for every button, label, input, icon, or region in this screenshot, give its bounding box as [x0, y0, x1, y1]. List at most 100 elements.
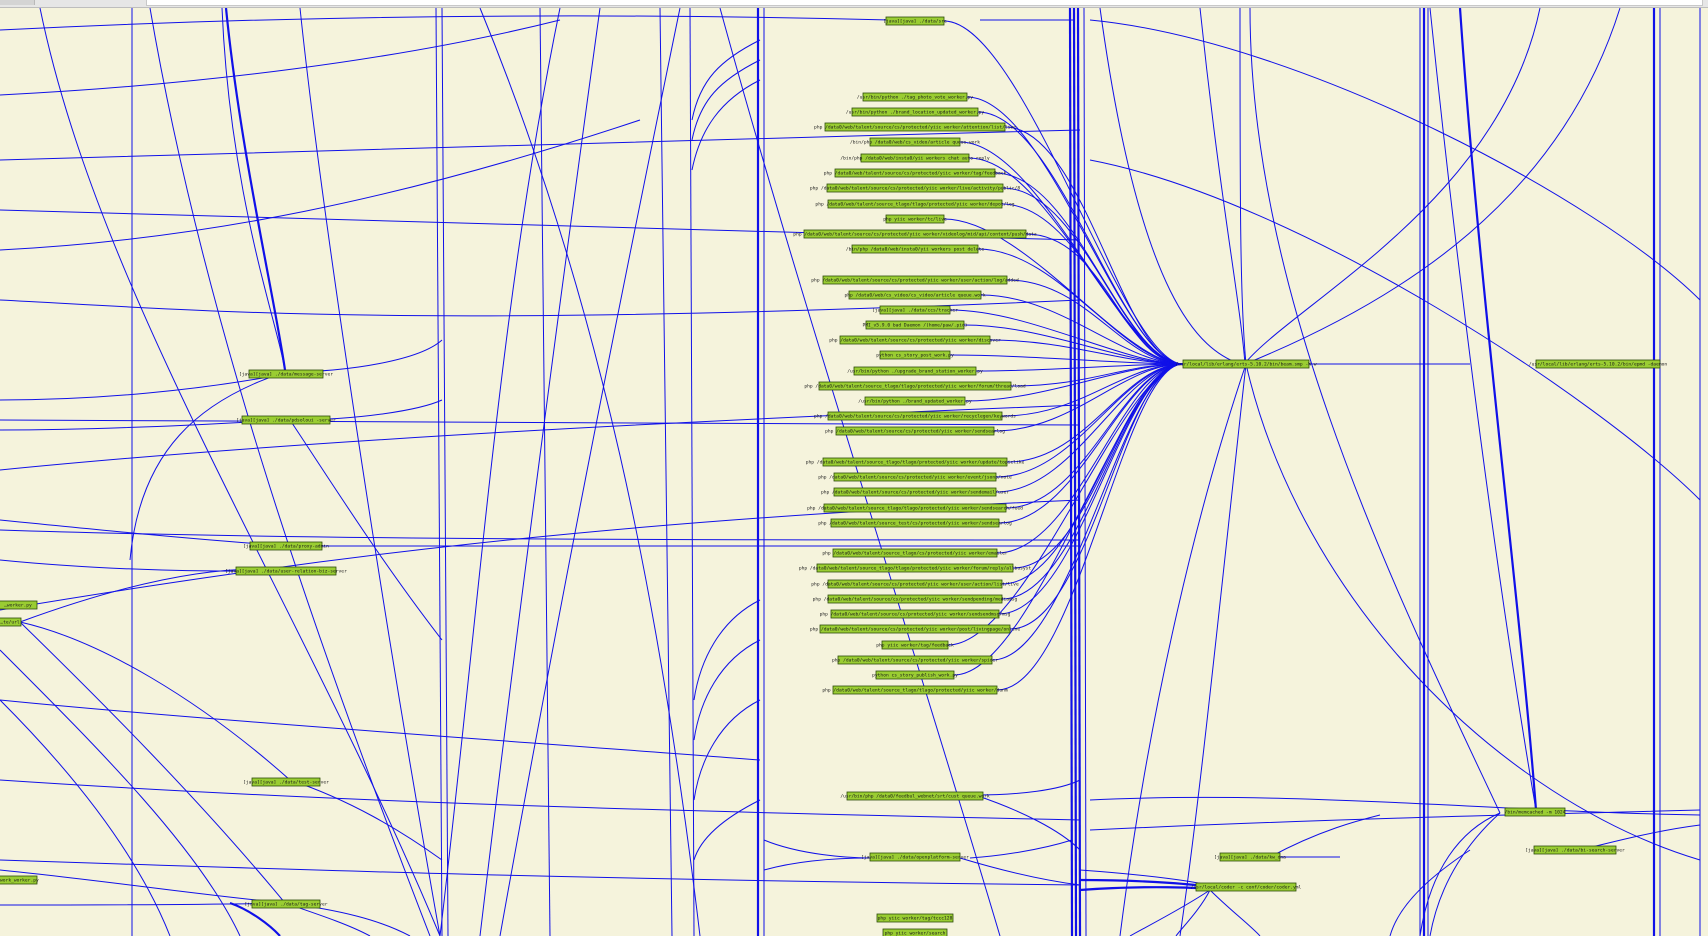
graph-node[interactable]: /usr/bin/python ./brand_updated_worker.p… — [858, 396, 972, 406]
graph-node[interactable]: [java][java] ./data/test-server — [243, 777, 329, 787]
fan-edge — [1001, 363, 1184, 585]
node-label: php /data0/web/talent/source_tlago/tlago… — [807, 506, 1023, 512]
node-label: php /data0/web/talent/source/cs/protecte… — [829, 338, 1001, 344]
fan-edge — [975, 363, 1184, 372]
node-box — [851, 107, 979, 117]
node-label: /usr/bin/php /data0/feedbul_webnet/srt/c… — [840, 794, 990, 800]
graph-node[interactable]: /usr/bin/python ./tag_photo_vote_worker.… — [857, 92, 973, 102]
graph-node[interactable]: /usr/bin/python ./upgrade_brand_station_… — [847, 366, 983, 376]
graph-node[interactable]: php /data0/web/cs_video/cs_video/article… — [844, 290, 986, 300]
address-bar[interactable] — [146, 0, 1703, 6]
graph-node[interactable]: php /data0/web/talent/source_tlago/cs/pr… — [822, 548, 1008, 558]
node-label: [java][java] ./data/proxy-admin — [243, 544, 329, 550]
graph-node[interactable]: …worker.py — [0, 600, 38, 610]
fan-edge — [989, 339, 1184, 365]
graph-node[interactable]: php /data0/web/talent/source_test/cs/pro… — [818, 518, 1012, 528]
node-box — [834, 168, 996, 178]
node-box — [869, 852, 961, 862]
graph-node[interactable]: [java][java] ./data/openplatform-server — [861, 852, 969, 862]
graph-node[interactable]: php /data0/web/talent/source/cs/protecte… — [814, 122, 1016, 132]
graph-node[interactable]: PMI_v5.9.0 bad Daemon /(home/paw/.pid) — [862, 320, 968, 330]
node-box — [0, 875, 38, 885]
node-label: php /data0/web/talent/source/cs/protecte… — [814, 125, 1016, 131]
node-label: php /data0/web/talent/source/cs/protecte… — [810, 627, 1020, 633]
node-box — [819, 624, 1011, 634]
node-label: php /data0/web/talent/source_tlago/tlago… — [804, 384, 1025, 390]
node-label: /usr/bin/python ./brand_location_updated… — [846, 110, 985, 116]
node-label: /usr/local/coder -c conf/coder/coder.yml — [1191, 885, 1302, 891]
graph-node[interactable]: python cs_story_post_work.py — [876, 350, 954, 360]
graph-node[interactable]: [java][java] ./data/tag-server — [245, 899, 328, 909]
node-box — [827, 594, 1003, 604]
graph-node[interactable]: php /data0/web/talent/source/cs/protecte… — [810, 183, 1020, 193]
node-box — [249, 541, 323, 551]
node-box — [879, 350, 951, 360]
graph-node[interactable]: php /data0/web/talent/source/cs/protecte… — [814, 411, 1016, 421]
graph-node[interactable]: php /data0/web/talent/source/cs/protecte… — [825, 426, 1005, 436]
graph-node[interactable]: php /data0/web/talent/source/cs/protecte… — [811, 275, 1019, 285]
graph-node[interactable]: php /data0/web/talent/source/cs/protecte… — [811, 579, 1019, 589]
graph-node[interactable]: …work_worker.py — [0, 875, 39, 885]
graph-node[interactable]: php /data0/web/talent/source/cs/protecte… — [818, 472, 1012, 482]
node-label: python cs_story_post_work.py — [876, 353, 954, 359]
graph-node[interactable]: php /data0/web/talent/source/cs/protecte… — [821, 487, 1009, 497]
graph-node[interactable]: php /data0/web/talent/source_tlago/tlago… — [804, 381, 1026, 391]
node-label: php /data0/web/talent/source_tlago/cs/pr… — [822, 551, 1008, 557]
graph-node[interactable]: php /data0/web/talent/source_tlago/tlago… — [806, 457, 1025, 467]
graph-node[interactable]: [java][java] ./data/proxy-admin — [243, 541, 329, 551]
graph-node[interactable]: php /data0/web/talent/source/cs/protecte… — [810, 624, 1020, 634]
graph-node[interactable]: /usr/local/lib/erlang/erts-5.10.2/bin/be… — [1175, 359, 1317, 369]
node-label: /bin/memcached -m 1024 — [1505, 810, 1566, 816]
graph-node[interactable]: php yiic worker/tag/tccc128 — [876, 913, 954, 923]
graph-node[interactable]: …te/url — [0, 617, 22, 627]
graph-node[interactable]: [java][java] ./data/ccs/tracker — [872, 305, 958, 315]
graph-node[interactable]: php yiic worker/search — [882, 928, 948, 936]
graph-node[interactable]: /bin/php /data0/web/cs_video/article que… — [850, 137, 980, 147]
graph-node[interactable]: php yiic worker/tag/feedback — [876, 640, 954, 650]
graph-node[interactable]: [java][java] ./data/sre — [883, 16, 947, 26]
node-label: [java][java] ./data/bi-search-server — [1525, 848, 1625, 854]
node-label: php yiic worker/tag/feedback — [876, 643, 954, 649]
graph-node[interactable]: [java][java] ./data/pdsoloui -server — [236, 415, 336, 425]
node-box — [846, 791, 984, 801]
graph-node[interactable]: php /data0/web/talent/source/cs/protecte… — [813, 594, 1018, 604]
node-box — [0, 600, 38, 610]
node-box — [839, 335, 991, 345]
graph-node[interactable]: /usr/local/coder -c conf/coder/coder.yml — [1191, 882, 1302, 892]
graph-node[interactable]: php /data0/web/talent/source/cs/protecte… — [820, 609, 1011, 619]
node-box — [885, 16, 945, 26]
graph-node[interactable]: [java][java] ./data/kw_dna — [1214, 852, 1286, 862]
graph-node[interactable]: php /data0/web/talent/source_tlago/tlago… — [815, 199, 1015, 209]
node-box — [826, 183, 1004, 193]
graph-node[interactable]: php /data0/web/talent/source/cs/protecte… — [832, 655, 998, 665]
graph-node[interactable]: /usr/bin/python ./brand_location_updated… — [846, 107, 985, 117]
graph-node[interactable]: php yiic worker/tc/live — [883, 214, 947, 224]
graph-node[interactable]: /bin/php /data0/web/insta0/yii workers p… — [846, 244, 985, 254]
node-box — [1504, 807, 1566, 817]
graph-node[interactable]: php /data0/web/talent/source_tlago/tlago… — [799, 563, 1032, 573]
graph-node[interactable]: python cs_story_publish_work.py — [872, 670, 958, 680]
graph-node[interactable]: /usr/bin/php /data0/feedbul_webnet/srt/c… — [840, 791, 990, 801]
node-label: [java][java] ./data/sre — [883, 19, 947, 25]
graph-node[interactable]: php /data0/web/talent/source/cs/protecte… — [793, 229, 1037, 239]
graph-node[interactable]: php /data0/web/talent/source_tlago/tlago… — [822, 685, 1008, 695]
node-label: php /data0/web/talent/source/cs/protecte… — [811, 278, 1019, 284]
graph-node[interactable]: /bin/memcached -m 1024 — [1504, 807, 1566, 817]
graph-node[interactable]: php /data0/web/talent/source_tlago/tlago… — [807, 503, 1023, 513]
fan-edge — [964, 363, 1184, 402]
node-box — [251, 899, 321, 909]
graph-node[interactable]: php /data0/web/talent/source/cs/protecte… — [824, 168, 1007, 178]
browser-tab[interactable] — [0, 0, 35, 5]
graph-node[interactable]: [java][java] ./data/message-server — [239, 369, 333, 379]
node-box — [835, 426, 995, 436]
graph-node[interactable]: [java][java] ./data/bi-search-server — [1525, 845, 1625, 855]
node-label: [java][java] ./data/ccs/tracker — [872, 308, 958, 314]
node-label: php yiic worker/tc/live — [883, 217, 947, 223]
node-box — [832, 685, 998, 695]
fan-edge — [1006, 279, 1184, 365]
graph-node[interactable]: /usr/local/lib/erlang/erts-5.10.2/bin/ep… — [1529, 359, 1668, 369]
graph-node[interactable]: php /data0/web/talent/source/cs/protecte… — [829, 335, 1001, 345]
graph-node[interactable]: /bin/php /data0/web/insta0/yii workers c… — [840, 153, 990, 163]
graph-node[interactable]: [java][java] ./data/user-relation-biz-se… — [225, 566, 347, 576]
